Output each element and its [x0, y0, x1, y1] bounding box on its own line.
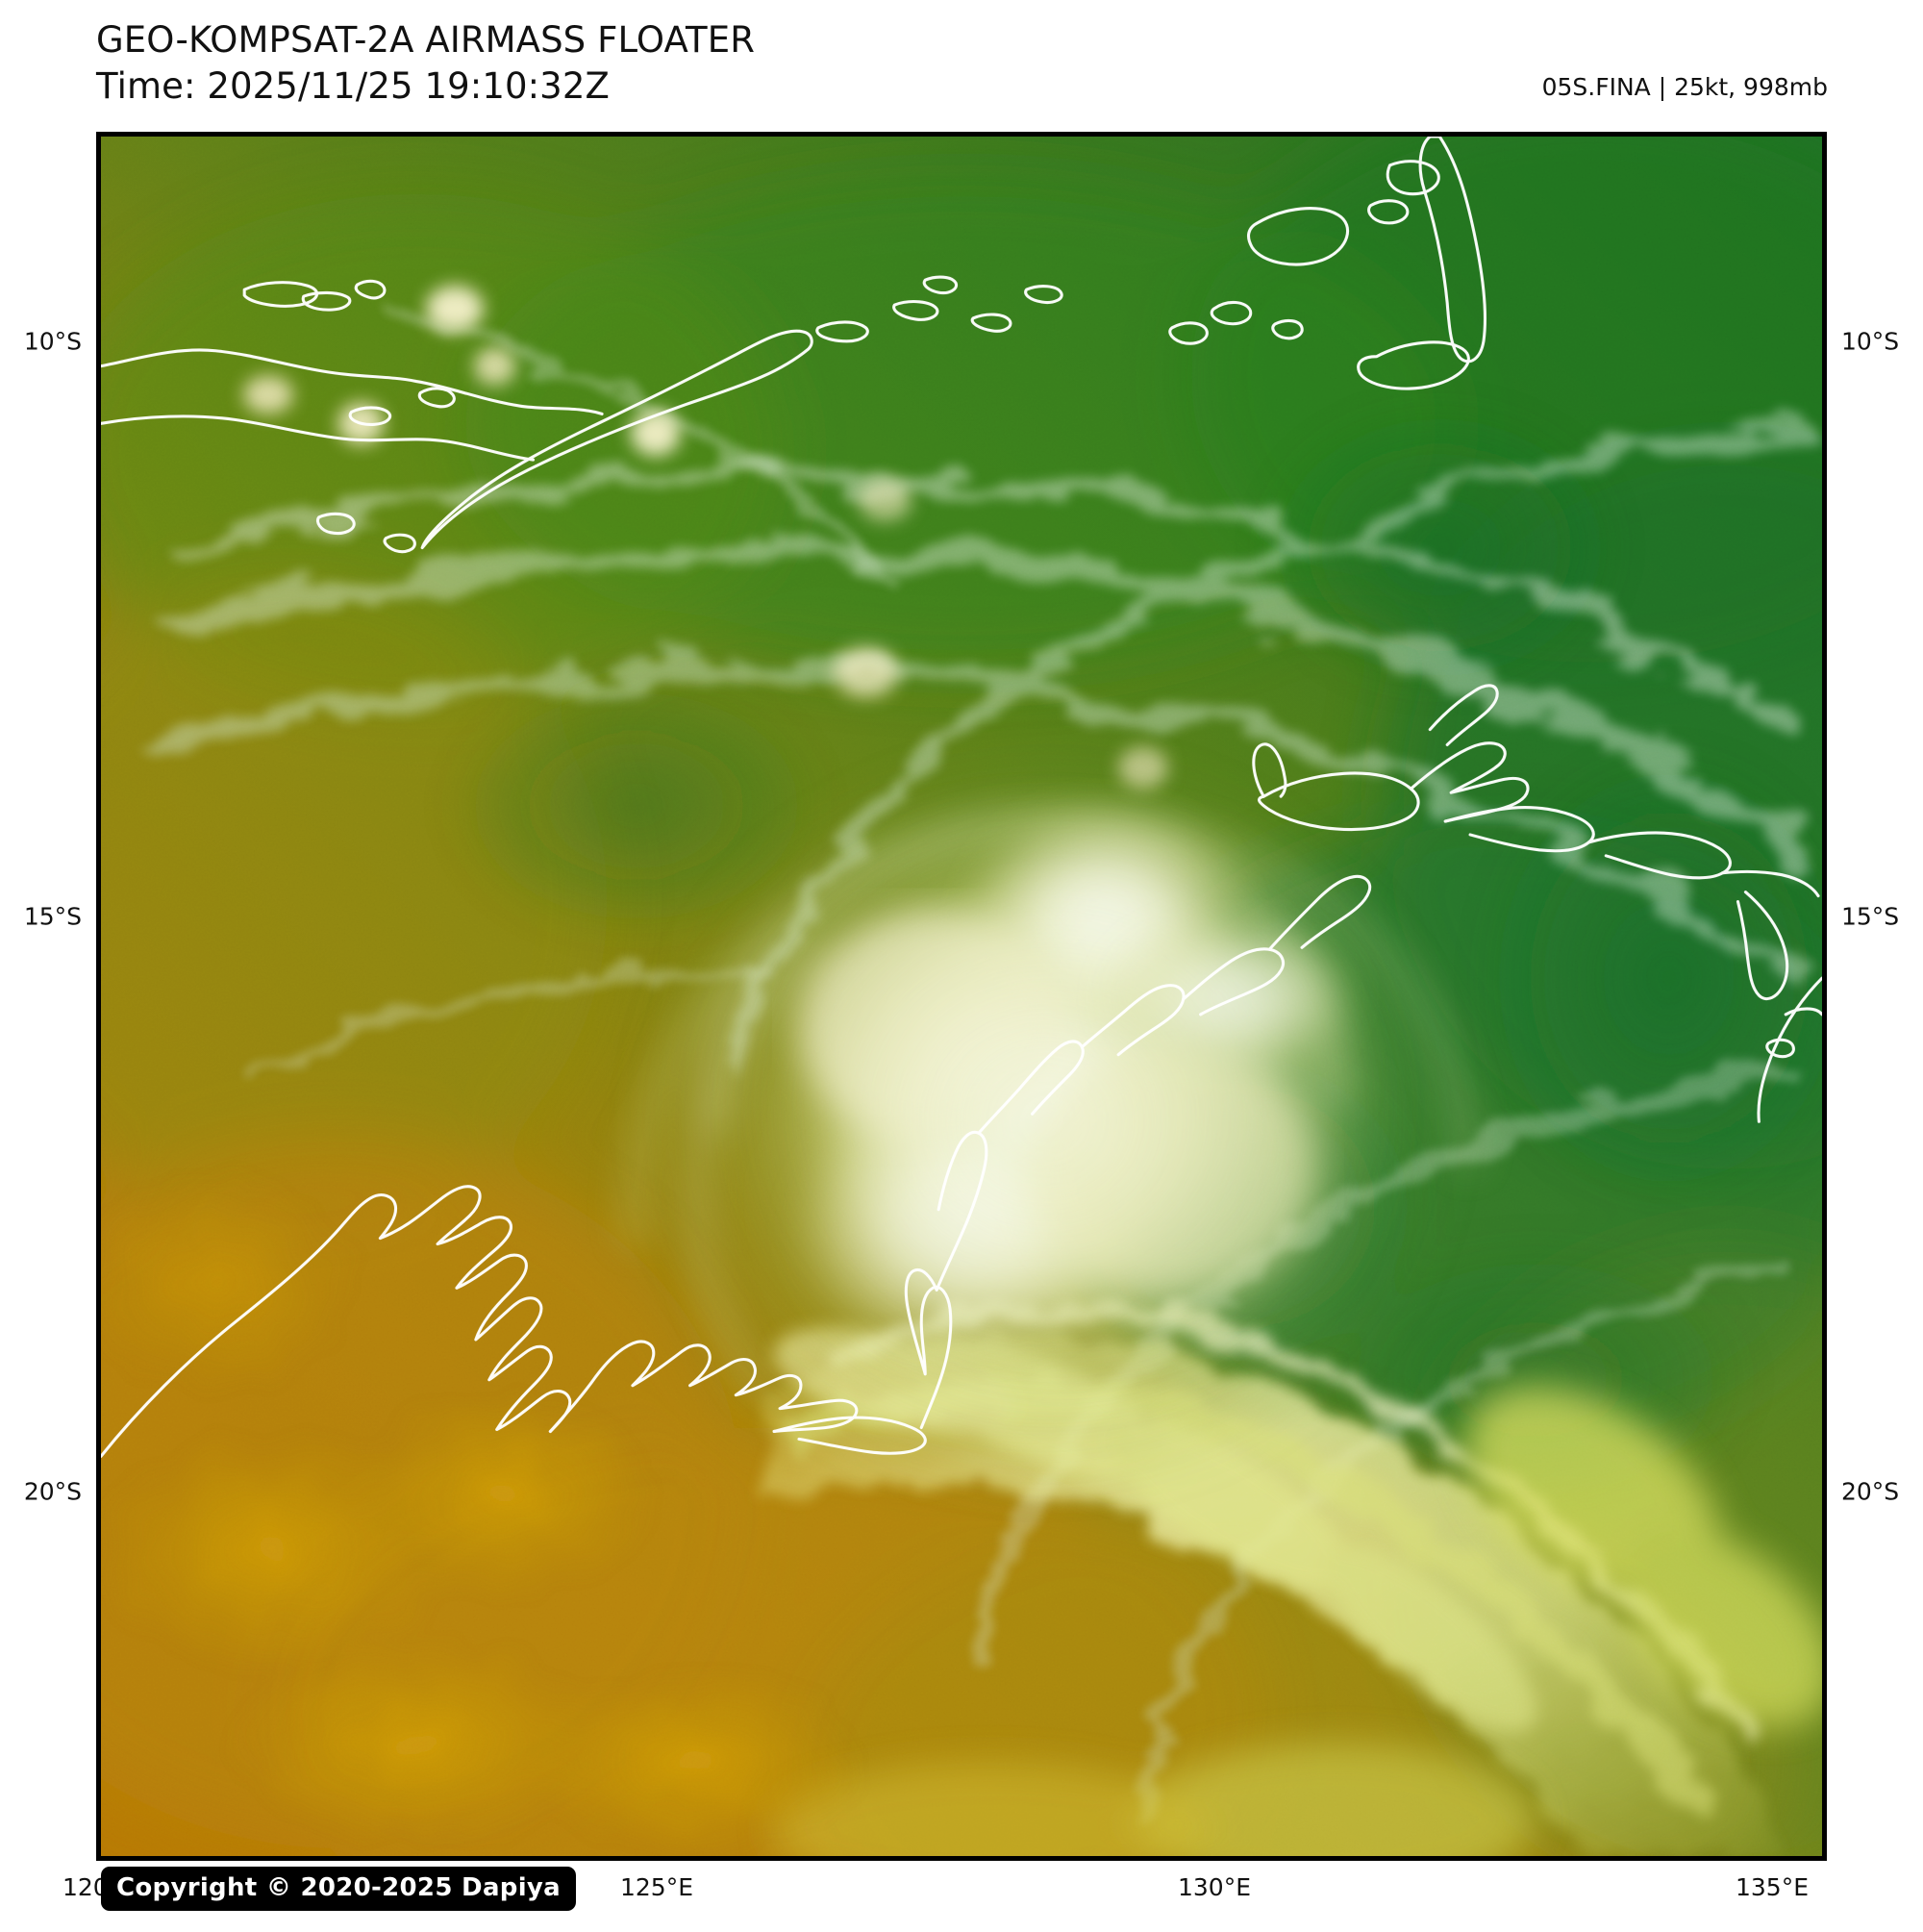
header-title-block: GEO-KOMPSAT-2A AIRMASS FLOATER Time: 202… — [96, 17, 755, 110]
lat-tick-left-15s: 15°S — [23, 902, 82, 931]
sensor-noise — [101, 137, 1822, 1856]
lon-tick-130e: 130°E — [1177, 1873, 1252, 1901]
lat-tick-left-10s: 10°S — [23, 327, 82, 356]
satellite-image-panel[interactable] — [96, 132, 1827, 1861]
copyright-watermark: Copyright © 2020-2025 Dapiya — [101, 1867, 577, 1911]
lat-tick-right-10s: 10°S — [1841, 327, 1900, 356]
airmass-rgb-imagery — [101, 137, 1822, 1856]
page-title: GEO-KOMPSAT-2A AIRMASS FLOATER — [96, 19, 756, 61]
lat-tick-right-15s: 15°S — [1841, 902, 1900, 931]
storm-intensity-label: 05S.FINA | 25kt, 998mb — [1541, 73, 1828, 101]
lon-tick-125e: 125°E — [619, 1873, 694, 1901]
observation-time: Time: 2025/11/25 19:10:32Z — [96, 65, 610, 108]
lon-tick-135e: 135°E — [1735, 1873, 1810, 1901]
lat-tick-right-20s: 20°S — [1841, 1477, 1900, 1506]
lat-tick-left-20s: 20°S — [23, 1477, 82, 1506]
